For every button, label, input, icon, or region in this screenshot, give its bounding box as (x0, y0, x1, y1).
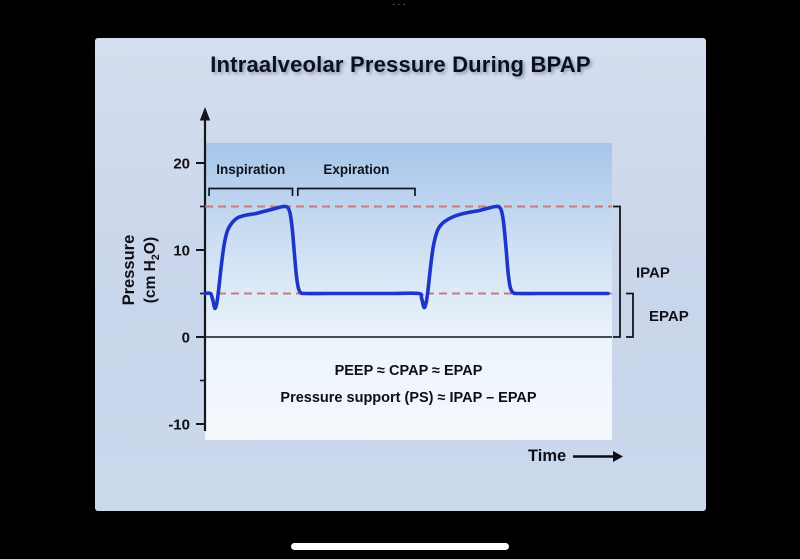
range-bracket-label-epap: EPAP (649, 308, 689, 325)
presentation-handle-bar[interactable] (291, 543, 509, 550)
equations: PEEP ≈ CPAP ≈ EPAP Pressure support (PS)… (205, 363, 612, 417)
range-bracket-ipap (613, 205, 621, 338)
page-title: Intraalveolar Pressure During BPAP (210, 52, 591, 77)
phase-label-inspiration: Inspiration (216, 162, 285, 177)
window-overflow-dots[interactable]: ··· (392, 0, 408, 10)
range-bracket-label-ipap: IPAP (636, 264, 670, 281)
range-bracket-epap (626, 292, 634, 338)
pressure-curve (203, 204, 610, 311)
equation-pressure-support: Pressure support (PS) ≈ IPAP – EPAP (280, 390, 537, 406)
y-axis-arrow-icon (199, 107, 211, 121)
y-tick-label: 10 (173, 243, 190, 260)
phase-label-expiration: Expiration (323, 162, 389, 177)
phase-bracket-expiration (296, 187, 416, 196)
equation-peep: PEEP ≈ CPAP ≈ EPAP (334, 363, 483, 379)
time-label: Time (528, 447, 567, 465)
y-tick-label: 0 (182, 330, 190, 347)
x-axis-label: Time (528, 447, 624, 466)
y-tick-label: -10 (168, 417, 190, 434)
time-arrow-icon (573, 451, 624, 462)
y-tick-label: 20 (173, 156, 190, 173)
phase-bracket-inspiration (208, 187, 294, 196)
